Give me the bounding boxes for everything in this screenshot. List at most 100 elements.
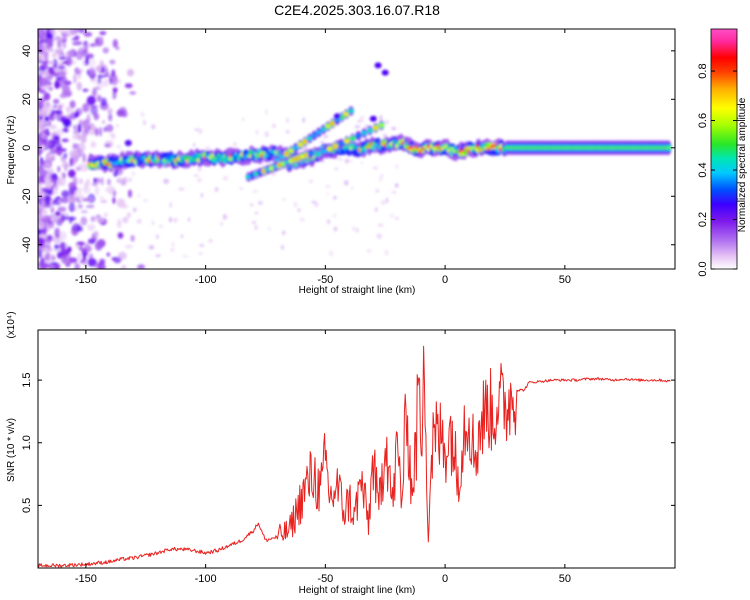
snr-y-scale-label: (x10⁴)	[6, 311, 17, 338]
spectrogram-heatmap	[38, 29, 672, 269]
noise-blob	[101, 66, 105, 73]
noise-blob	[354, 125, 361, 129]
noise-blob	[50, 109, 55, 116]
ridge-cell	[306, 136, 313, 141]
noise-blob	[62, 172, 66, 179]
y-tick-label: 40	[21, 45, 33, 57]
noise-blob	[41, 34, 48, 44]
noise-blob	[326, 219, 331, 225]
noise-blob	[205, 146, 211, 152]
noise-blob	[86, 95, 96, 106]
noise-blob	[63, 89, 73, 98]
spectrogram-frame	[37, 28, 676, 270]
noise-blob	[105, 124, 114, 133]
noise-blob	[109, 59, 116, 65]
noise-blob	[44, 195, 51, 205]
x-tick-label: -50	[317, 274, 333, 286]
noise-blob	[117, 232, 124, 239]
noise-blob	[378, 176, 383, 182]
spectrogram-y-ticks: -40 -20 0 20 40	[21, 45, 675, 253]
noise-blob	[376, 233, 382, 239]
noise-blob	[96, 95, 102, 102]
noise-blob	[45, 121, 49, 125]
noise-blob	[85, 178, 91, 187]
noise-blob	[334, 167, 338, 171]
noise-blob	[182, 254, 188, 258]
noise-blob	[38, 237, 45, 247]
noise-blob	[61, 61, 69, 65]
noise-blob	[38, 228, 47, 234]
noise-blob	[102, 47, 110, 54]
noise-blob	[68, 182, 77, 189]
ridge-cell	[333, 113, 341, 120]
noise-blob	[89, 78, 98, 83]
noise-blob	[170, 248, 175, 252]
noise-blob	[156, 234, 159, 240]
noise-blob	[38, 139, 42, 149]
noise-blob	[43, 29, 47, 33]
ridge-cell	[283, 152, 290, 156]
ridge-cell	[349, 136, 356, 140]
noise-blob	[337, 157, 343, 162]
noise-blob	[77, 123, 82, 133]
noise-blob	[178, 187, 185, 191]
noise-blob	[38, 228, 41, 236]
noise-blob	[59, 241, 67, 252]
noise-blob	[116, 144, 122, 149]
y-tick-label: 1.5	[21, 372, 33, 387]
noise-blob	[314, 202, 319, 208]
noise-blob	[302, 117, 305, 123]
noise-blob	[380, 200, 386, 205]
snr-frame	[37, 329, 676, 569]
noise-blob	[82, 49, 88, 58]
noise-blob	[54, 227, 61, 238]
ridge-cell	[332, 144, 339, 148]
colorbar-gradient	[710, 28, 738, 270]
noise-blob	[282, 230, 286, 236]
noise-blob	[94, 185, 100, 196]
x-tick-label: -50	[317, 573, 333, 585]
noise-blob	[104, 143, 111, 148]
noise-blob	[357, 119, 361, 123]
noise-blob	[187, 217, 191, 222]
noise-blob	[39, 109, 48, 118]
noise-blob	[96, 218, 106, 223]
noise-blob	[80, 210, 88, 214]
noise-blob	[309, 179, 313, 183]
noise-blob	[54, 109, 62, 115]
noise-blob	[104, 212, 108, 218]
noise-blob	[132, 171, 135, 177]
noise-blob	[68, 202, 76, 213]
noise-blob	[77, 204, 83, 209]
noise-blob	[100, 97, 107, 107]
noise-blob	[71, 37, 79, 42]
snr-panel: -150 -100 -50 0 50 0.5 1.0 1.5 Height of strai…	[6, 311, 676, 596]
noise-blob	[41, 217, 49, 222]
ridge-cell	[297, 143, 304, 147]
snr-x-label: Height of straight line (km)	[299, 585, 416, 596]
ridge-cell	[343, 112, 350, 116]
noise-blob	[52, 104, 58, 109]
snr-y-ticks: 0.5 1.0 1.5	[21, 372, 675, 513]
noise-blob	[151, 220, 155, 225]
noise-blob	[75, 166, 82, 172]
noise-blob	[74, 69, 82, 75]
noise-blob	[68, 216, 73, 224]
noise-blob	[98, 126, 103, 137]
spectrogram-panel: -150 -100 -50 0 50 -40 -20 0 20 40 Height of str…	[6, 28, 676, 296]
noise-blob	[264, 108, 268, 115]
noise-blob	[395, 164, 399, 169]
noise-blob	[44, 92, 50, 101]
noise-blob	[208, 239, 213, 243]
y-tick-label: 0.5	[21, 498, 33, 513]
noise-blob	[50, 148, 59, 154]
noise-blob	[83, 31, 93, 37]
noise-blob	[94, 230, 99, 238]
noise-blob	[38, 215, 43, 219]
noise-blob	[48, 169, 54, 173]
colorbar-label: Normalized spectral amplitude	[737, 97, 748, 232]
noise-blob	[64, 212, 69, 216]
noise-blob	[143, 199, 148, 202]
noise-blob	[101, 120, 106, 124]
